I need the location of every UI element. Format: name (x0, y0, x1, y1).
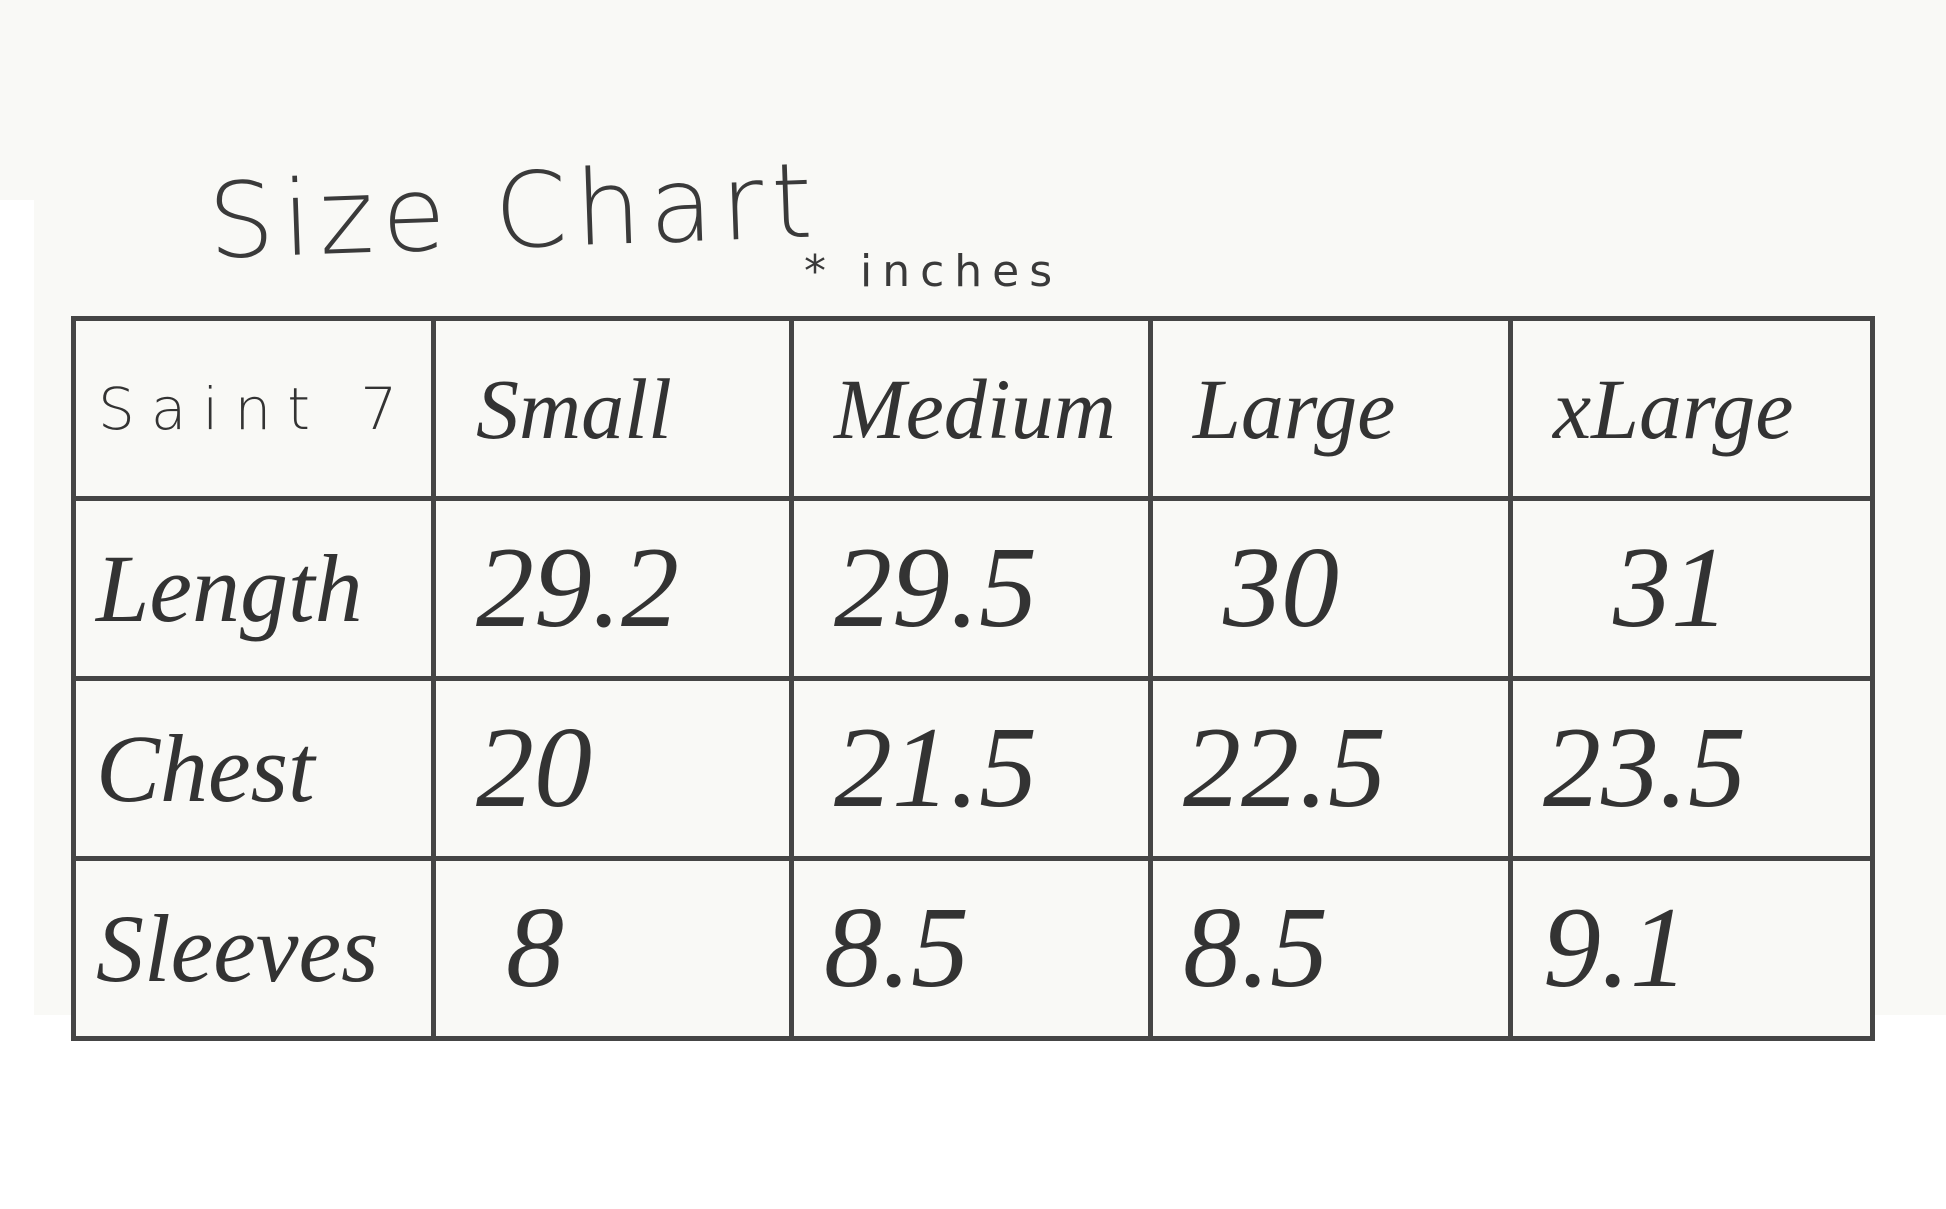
column-header: Small (431, 316, 794, 501)
table-cell: 21.5 (789, 676, 1153, 861)
table-cell: 8 (431, 856, 794, 1041)
row-label: Sleeves (71, 856, 436, 1041)
table-cell: 30 (1148, 496, 1513, 681)
brand-cell: Saint 7 (71, 316, 436, 501)
size-table: Saint 7 Small Medium Large xLarge Length… (71, 316, 1875, 1041)
row-label: Chest (71, 676, 436, 861)
table-cell: 22.5 (1148, 676, 1513, 861)
white-strip (0, 200, 34, 1015)
chart-title: Size Chart (206, 139, 823, 283)
table-cell: 23.5 (1508, 676, 1875, 861)
table-cell: 20 (431, 676, 794, 861)
table-row: Length 29.2 29.5 30 31 (71, 496, 1875, 681)
table-row: Chest 20 21.5 22.5 23.5 (71, 676, 1875, 861)
table-cell: 8.5 (789, 856, 1153, 1041)
column-header: Large (1148, 316, 1513, 501)
table-cell: 8.5 (1148, 856, 1513, 1041)
table-row: Sleeves 8 8.5 8.5 9.1 (71, 856, 1875, 1041)
column-header: xLarge (1508, 316, 1875, 501)
table-cell: 31 (1508, 496, 1875, 681)
unit-note: * inches (804, 246, 1063, 297)
table-cell: 9.1 (1508, 856, 1875, 1041)
row-label: Length (71, 496, 436, 681)
column-header: Medium (789, 316, 1153, 501)
table-cell: 29.5 (789, 496, 1153, 681)
table-cell: 29.2 (431, 496, 794, 681)
header-row: Saint 7 Small Medium Large xLarge (71, 316, 1875, 501)
